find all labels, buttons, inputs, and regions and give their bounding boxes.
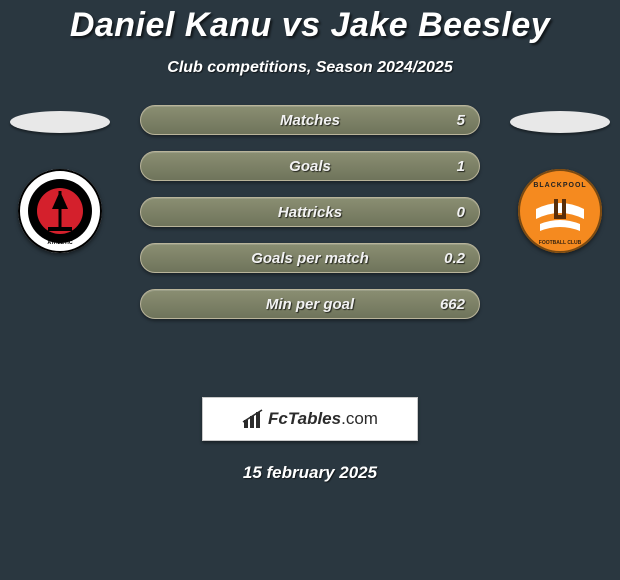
brand-name: FcTables: [268, 409, 341, 428]
stats-list: Matches 5 Goals 1 Hattricks 0 Goals per …: [140, 105, 480, 335]
svg-text:FOOTBALL CLUB: FOOTBALL CLUB: [539, 240, 582, 246]
stat-row: Matches 5: [140, 105, 480, 135]
svg-text:BLACKPOOL: BLACKPOOL: [533, 182, 586, 189]
stat-row: Goals 1: [140, 151, 480, 181]
brand-text: FcTables.com: [268, 409, 378, 429]
charlton-athletic-icon: CHARLTON ATHLETIC: [18, 169, 102, 253]
stat-value-right: 0.2: [444, 250, 465, 267]
stat-label: Goals per match: [251, 250, 369, 267]
stat-label: Goals: [289, 158, 331, 175]
bar-chart-icon: [242, 408, 266, 430]
blackpool-icon: BLACKPOOL FOOTBALL CLUB: [518, 169, 602, 253]
player-right-photo-placeholder: [510, 111, 610, 133]
brand-ext: .com: [341, 409, 378, 428]
date-text: 15 february 2025: [0, 463, 620, 483]
stat-row: Hattricks 0: [140, 197, 480, 227]
comparison-card: Daniel Kanu vs Jake Beesley Club competi…: [0, 0, 620, 483]
stat-value-right: 1: [457, 158, 465, 175]
stat-label: Min per goal: [266, 296, 354, 313]
stat-label: Hattricks: [278, 204, 342, 221]
stat-row: Goals per match 0.2: [140, 243, 480, 273]
club-crest-left: CHARLTON ATHLETIC: [18, 169, 102, 253]
stat-label: Matches: [280, 112, 340, 129]
stat-value-right: 0: [457, 204, 465, 221]
brand-badge[interactable]: FcTables.com: [202, 397, 418, 441]
page-title: Daniel Kanu vs Jake Beesley: [0, 6, 620, 45]
club-crest-right: BLACKPOOL FOOTBALL CLUB: [518, 169, 602, 253]
svg-text:ATHLETIC: ATHLETIC: [47, 240, 73, 246]
stat-value-right: 5: [457, 112, 465, 129]
stat-value-right: 662: [440, 296, 465, 313]
svg-text:CHARLTON: CHARLTON: [46, 182, 75, 188]
comparison-row: CHARLTON ATHLETIC Matches 5 Goals 1 Hatt…: [0, 105, 620, 385]
subtitle: Club competitions, Season 2024/2025: [0, 59, 620, 77]
player-left-photo-placeholder: [10, 111, 110, 133]
player-left-column: CHARLTON ATHLETIC: [0, 105, 120, 253]
stat-row: Min per goal 662: [140, 289, 480, 319]
player-right-column: BLACKPOOL FOOTBALL CLUB: [500, 105, 620, 253]
